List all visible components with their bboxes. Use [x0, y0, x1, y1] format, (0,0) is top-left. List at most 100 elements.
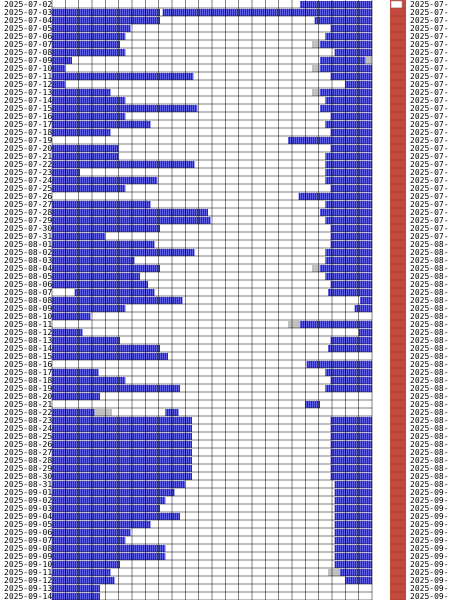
date-label-right: 2025-09-05	[410, 520, 449, 529]
activity-segment	[325, 153, 372, 160]
activity-segment	[52, 41, 120, 48]
activity-segment	[325, 249, 372, 256]
date-label-right: 2025-07-02	[410, 0, 449, 9]
activity-segment	[320, 41, 372, 48]
date-label: 2025-08-29	[4, 464, 52, 473]
gray-segment	[312, 65, 320, 72]
activity-segment	[288, 137, 372, 144]
date-label: 2025-07-07	[4, 40, 52, 49]
activity-segment	[52, 433, 192, 440]
activity-segment	[298, 193, 372, 200]
date-label: 2025-08-17	[4, 368, 52, 377]
activity-segment	[330, 425, 372, 432]
activity-segment	[328, 345, 372, 352]
activity-segment	[325, 385, 372, 392]
date-label: 2025-08-24	[4, 424, 52, 433]
date-label-right: 2025-08-02	[410, 248, 449, 257]
activity-segment	[52, 121, 151, 128]
activity-segment	[52, 89, 111, 96]
activity-segment	[334, 497, 372, 504]
activity-segment	[52, 201, 151, 208]
date-label-right: 2025-07-25	[410, 184, 449, 193]
date-label: 2025-07-05	[4, 24, 52, 33]
date-label: 2025-09-12	[4, 576, 52, 585]
activity-segment	[334, 481, 372, 488]
date-label-right: 2025-07-10	[410, 64, 449, 73]
activity-segment	[334, 489, 372, 496]
activity-segment	[52, 225, 160, 232]
date-label: 2025-08-26	[4, 440, 52, 449]
activity-segment	[330, 225, 372, 232]
activity-segment	[330, 145, 372, 152]
date-label-right: 2025-07-05	[410, 24, 449, 33]
date-label-right: 2025-08-03	[410, 256, 449, 265]
date-label: 2025-09-01	[4, 488, 52, 497]
date-label: 2025-07-10	[4, 64, 52, 73]
date-label: 2025-09-04	[4, 512, 52, 521]
activity-segment	[52, 545, 166, 552]
activity-segment	[52, 465, 192, 472]
activity-segment	[334, 537, 372, 544]
date-label: 2025-07-24	[4, 176, 52, 185]
activity-segment	[52, 161, 195, 168]
activity-segment	[52, 97, 126, 104]
activity-segment	[330, 113, 372, 120]
activity-segment	[52, 385, 180, 392]
date-label: 2025-08-16	[4, 360, 52, 369]
activity-segment	[334, 561, 372, 568]
date-label-right: 2025-08-12	[410, 328, 449, 337]
activity-segment	[52, 529, 131, 536]
activity-segment	[325, 257, 372, 264]
date-label-right: 2025-09-09	[410, 552, 449, 561]
date-label-right: 2025-08-18	[410, 376, 449, 385]
date-label-right: 2025-09-13	[410, 584, 449, 593]
activity-segment	[74, 289, 155, 296]
activity-segment	[162, 9, 372, 16]
activity-segment	[330, 473, 372, 480]
date-label-right: 2025-08-26	[410, 440, 449, 449]
date-label-right: 2025-07-20	[410, 144, 449, 153]
date-label: 2025-07-30	[4, 224, 52, 233]
date-label: 2025-09-10	[4, 560, 52, 569]
date-label-right: 2025-09-08	[410, 544, 449, 553]
activity-segment	[354, 305, 372, 312]
activity-segment	[300, 321, 372, 328]
date-label: 2025-07-25	[4, 184, 52, 193]
activity-segment	[334, 545, 372, 552]
date-label: 2025-08-28	[4, 456, 52, 465]
activity-segment	[52, 329, 83, 336]
date-label-right: 2025-09-01	[410, 488, 449, 497]
date-label-right: 2025-07-16	[410, 112, 449, 121]
activity-segment	[325, 169, 372, 176]
date-label-right: 2025-08-14	[410, 344, 449, 353]
date-label-right: 2025-08-23	[410, 416, 449, 425]
activity-segment	[334, 553, 372, 560]
activity-segment	[52, 169, 80, 176]
activity-segment	[52, 417, 192, 424]
date-label: 2025-07-23	[4, 168, 52, 177]
date-label-right: 2025-07-22	[410, 160, 449, 169]
date-label-right: 2025-07-09	[410, 56, 449, 65]
activity-segment	[325, 217, 372, 224]
date-label-right: 2025-07-06	[410, 32, 449, 41]
date-label: 2025-07-28	[4, 208, 52, 217]
date-label: 2025-08-05	[4, 272, 52, 281]
date-label: 2025-07-06	[4, 32, 52, 41]
activity-segment	[52, 297, 183, 304]
activity-segment	[52, 393, 100, 400]
activity-segment	[52, 105, 198, 112]
date-label-right: 2025-08-19	[410, 384, 449, 393]
date-label-right: 2025-08-31	[410, 480, 449, 489]
activity-segment	[330, 457, 372, 464]
activity-segment	[52, 537, 126, 544]
date-label: 2025-09-02	[4, 496, 52, 505]
activity-segment	[52, 521, 151, 528]
date-label-right: 2025-08-05	[410, 272, 449, 281]
activity-segment	[52, 9, 160, 16]
date-label-right: 2025-08-09	[410, 304, 449, 313]
activity-segment	[52, 569, 111, 576]
activity-segment	[52, 353, 168, 360]
date-label: 2025-08-11	[4, 320, 52, 329]
date-label: 2025-07-11	[4, 72, 52, 81]
activity-segment	[52, 33, 126, 40]
